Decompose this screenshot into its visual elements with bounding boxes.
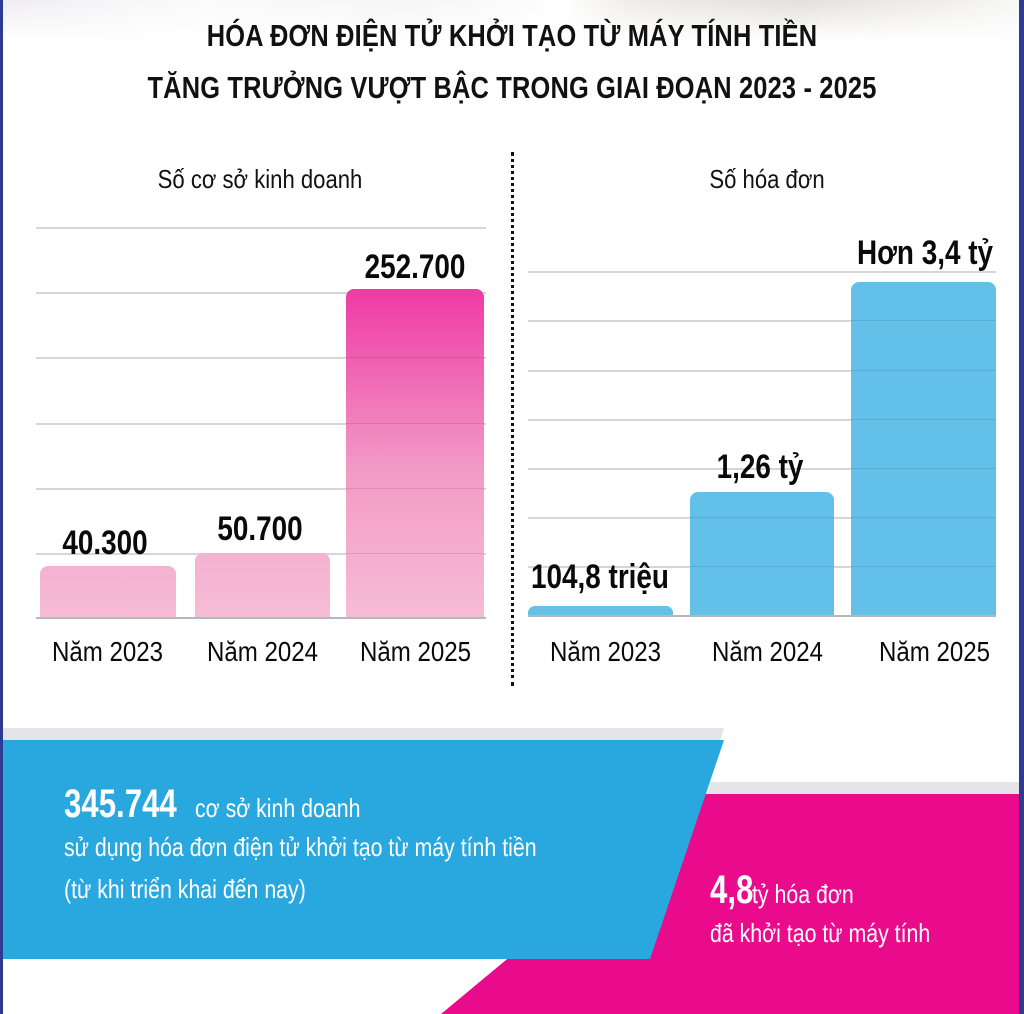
value-label-2024: 50.700 <box>217 510 303 548</box>
business-count-note: (từ khi triển khai đến nay) <box>64 873 306 904</box>
blue-summary-panel <box>0 740 724 959</box>
invoice-count-unit: tỷ hóa đơn <box>752 879 854 909</box>
dotted-divider <box>511 152 514 686</box>
baseline <box>528 615 996 617</box>
gridline-overlay <box>851 468 996 469</box>
bar-2025 <box>851 282 996 616</box>
gridline-overlay <box>346 553 484 554</box>
gridline <box>36 292 486 294</box>
gridline-overlay <box>851 370 996 371</box>
value-label-2023: 104,8 triệu <box>531 558 669 596</box>
invoice-count-summary: 4,8 tỷ hóa đơn đã khởi tạo từ máy tính <box>710 868 979 955</box>
headline-line-1: HÓA ĐƠN ĐIỆN TỬ KHỞI TẠO TỪ MÁY TÍNH TIỀ… <box>206 18 818 53</box>
right-chart-title: Số hóa đơn <box>709 164 825 194</box>
background-photo-fade <box>0 0 1024 40</box>
bar-2025 <box>346 289 484 618</box>
gridline-overlay <box>690 566 834 567</box>
value-label-2025: 252.700 <box>364 248 466 286</box>
gridline-overlay <box>346 423 484 424</box>
bar-2023 <box>40 566 176 618</box>
x-label-2024: Năm 2024 <box>206 636 319 667</box>
gridline <box>528 419 996 421</box>
gridline-overlay <box>851 419 996 420</box>
left-chart-title: Số cơ sở kinh doanh <box>157 164 363 194</box>
invoice-count-desc: đã khởi tạo từ máy tính <box>710 918 931 948</box>
gridline <box>36 227 486 229</box>
x-label-2023: Năm 2023 <box>51 636 164 667</box>
gridline <box>36 357 486 359</box>
gridline <box>528 468 996 470</box>
business-count-desc: sử dụng hóa đơn điện tử khởi tạo từ máy … <box>64 832 537 862</box>
value-label-2023: 40.300 <box>62 524 148 562</box>
frame-border-right <box>1019 0 1024 1014</box>
x-label-2024: Năm 2024 <box>711 636 824 667</box>
x-label-2025: Năm 2025 <box>878 636 991 667</box>
value-label-2024: 1,26 tỷ <box>716 448 804 486</box>
business-count-number: 345.744 <box>64 782 177 826</box>
gridline-overlay <box>690 517 834 518</box>
gridline <box>36 423 486 425</box>
frame-border-left <box>0 0 3 1014</box>
blue-panel-shadow-strip <box>0 728 724 741</box>
value-label-2025: Hơn 3,4 tỷ <box>856 234 994 272</box>
gridline-overlay <box>851 517 996 518</box>
pink-panel-shadow-strip <box>706 782 1024 795</box>
baseline <box>36 617 486 619</box>
business-count-unit: cơ sở kinh doanh <box>195 793 361 823</box>
x-label-2025: Năm 2025 <box>359 636 472 667</box>
bar-2024 <box>690 492 834 616</box>
gridline <box>528 370 996 372</box>
gridline-overlay <box>851 320 996 321</box>
gridline-overlay <box>851 566 996 567</box>
gridline <box>36 488 486 490</box>
gridline <box>528 320 996 322</box>
x-label-2023: Năm 2023 <box>549 636 662 667</box>
business-count-summary: 345.744 cơ sở kinh doanh sử dụng hóa đơn… <box>64 782 640 910</box>
invoice-count-number: 4,8 <box>710 868 754 912</box>
headline-line-2: TĂNG TRƯỞNG VƯỢT BẬC TRONG GIAI ĐOẠN 202… <box>147 70 877 105</box>
gridline-overlay <box>346 357 484 358</box>
bar-2023 <box>528 606 673 616</box>
gridline-overlay <box>346 488 484 489</box>
bar-2024 <box>195 553 330 618</box>
gridline <box>528 271 996 273</box>
